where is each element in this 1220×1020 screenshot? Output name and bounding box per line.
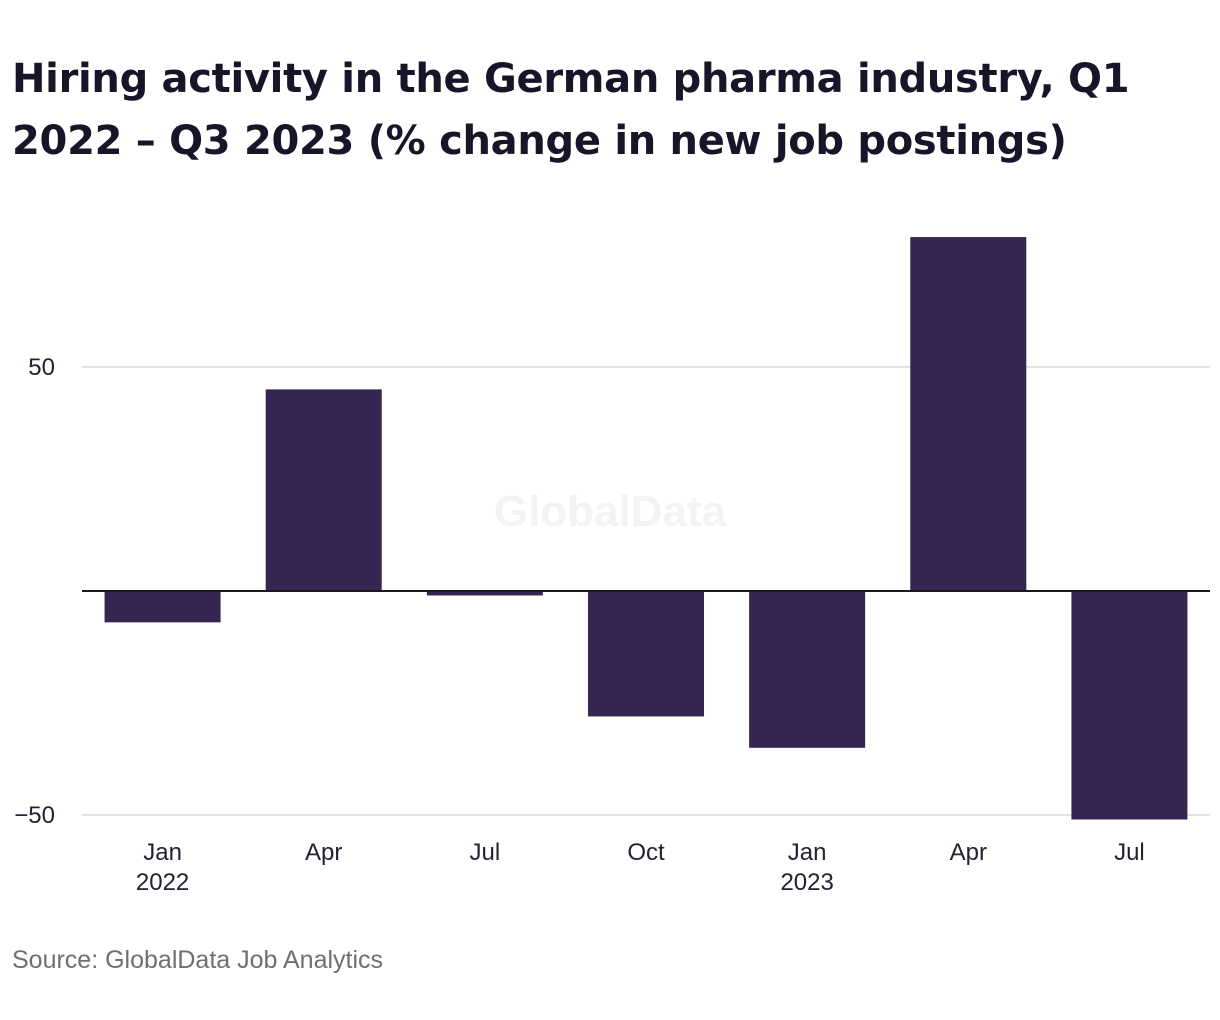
bar-jan-2023 (749, 591, 866, 748)
bars (104, 237, 1188, 820)
x-tick-label: Oct (627, 839, 665, 866)
bar-apr-2022 (265, 389, 382, 591)
x-tick-year: 2023 (780, 869, 833, 896)
x-tick-label: Jan (788, 839, 827, 866)
y-axis-ticks: 50 −50 (14, 354, 55, 829)
x-tick-year: 2022 (136, 869, 189, 896)
x-tick-label: Apr (305, 839, 342, 866)
bar-jul-2022 (426, 591, 543, 596)
x-tick-label: Jul (470, 839, 501, 866)
x-tick-label: Apr (950, 839, 987, 866)
bar-oct-2022 (587, 591, 705, 717)
y-tick-label: 50 (28, 354, 55, 381)
x-axis-ticks: Jan 2022 Apr Jul Oct Jan 2023 Apr Jul (136, 839, 1145, 896)
bar-jan-2022 (104, 591, 221, 623)
bar-apr-2023 (910, 237, 1027, 591)
watermark-text: GlobalData (494, 487, 727, 536)
source-note: Source: GlobalData Job Analytics (12, 946, 384, 974)
chart-title: Hiring activity in the German pharma ind… (12, 56, 1130, 164)
x-tick-label: Jul (1114, 839, 1145, 866)
y-tick-label: −50 (14, 802, 55, 829)
bar-jul-2023 (1071, 591, 1188, 820)
x-tick-label: Jan (143, 839, 182, 866)
